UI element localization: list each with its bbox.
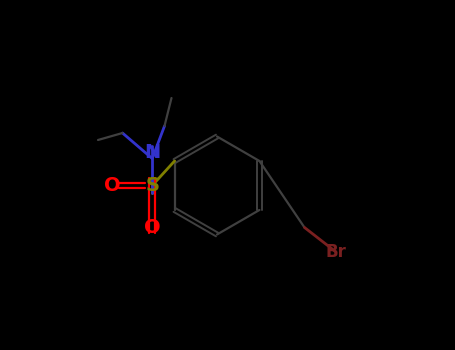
Text: Br: Br: [326, 243, 346, 261]
Text: N: N: [144, 143, 160, 162]
Text: S: S: [145, 176, 159, 195]
Text: O: O: [144, 218, 161, 237]
Text: O: O: [104, 176, 120, 195]
